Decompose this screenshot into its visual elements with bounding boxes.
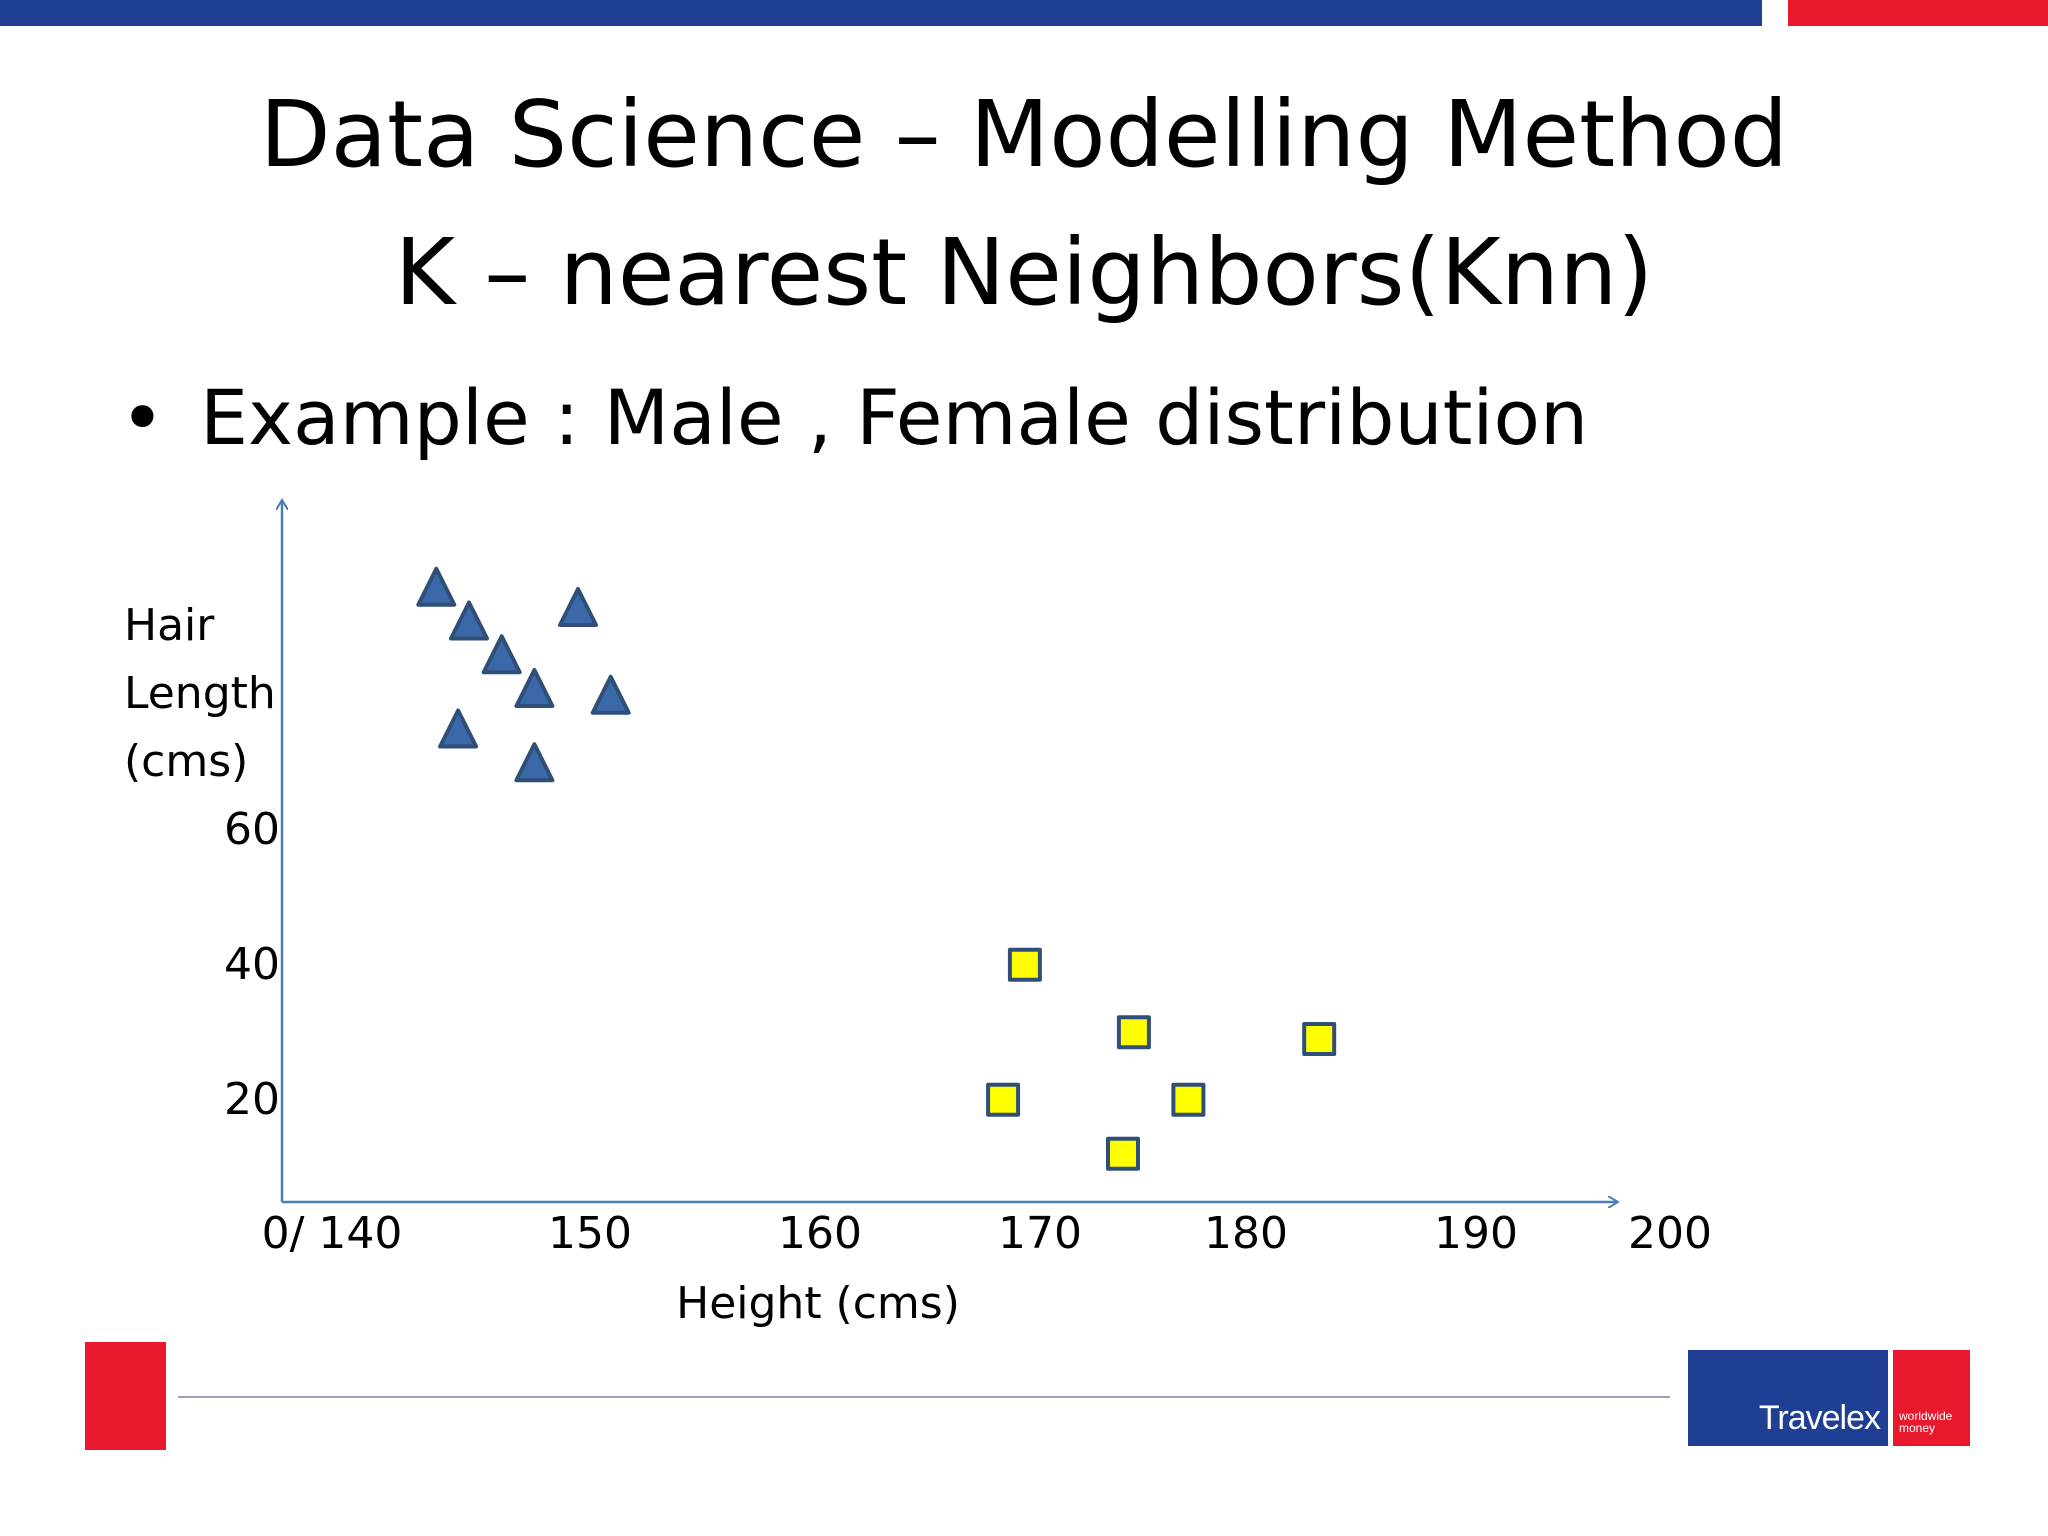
y-tick-label: 20	[224, 1074, 280, 1125]
top-blue-bar	[0, 0, 1762, 26]
y-axis-label-line: Length	[124, 668, 276, 719]
x-tick-label: 200	[1628, 1208, 1712, 1259]
y-tick-labels: 20 40 60	[224, 804, 280, 1125]
triangle-point	[438, 708, 479, 749]
title-line-1: Data Science – Modelling Method	[259, 81, 1789, 188]
square-point	[1106, 1136, 1140, 1171]
x-tick-label: 160	[778, 1208, 862, 1259]
y-axis-label-line: (cms)	[124, 736, 248, 787]
triangle-point	[481, 634, 522, 675]
triangle-point	[590, 674, 631, 715]
triangle-point	[416, 566, 457, 607]
logo-tagline: worldwide money	[1899, 1409, 1953, 1435]
x-tick-label: 190	[1434, 1208, 1518, 1259]
x-tick-labels: 0/ 140 150 160 170 180 190 200	[262, 1208, 1712, 1259]
slide-title: Data Science – Modelling Method K – near…	[0, 66, 2048, 342]
top-red-bar	[1788, 0, 2048, 26]
footer-red-block	[85, 1342, 166, 1450]
y-tick-label: 60	[224, 804, 280, 855]
square-point	[1007, 947, 1042, 982]
x-tick-label: 0/ 140	[262, 1208, 403, 1259]
x-axis-label: Height (cms)	[676, 1278, 960, 1329]
data-points	[416, 566, 1337, 1171]
logo-wordmark: Travelex	[1758, 1399, 1881, 1437]
square-point	[1116, 1015, 1151, 1050]
triangle-point	[449, 600, 489, 641]
bullet-marker: •	[120, 373, 165, 462]
bullet-text: Example : Male , Female distribution	[200, 373, 1589, 462]
square-point	[1171, 1082, 1206, 1117]
y-tick-label: 40	[224, 939, 280, 990]
title-line-2: K – nearest Neighbors(Knn)	[394, 219, 1654, 326]
x-tick-label: 180	[1204, 1208, 1288, 1259]
triangle-point	[514, 668, 555, 708]
bullet-item: • Example : Male , Female distribution	[120, 368, 1588, 468]
y-axis-label: Hair Length (cms)	[124, 600, 276, 787]
x-tick-label: 150	[548, 1208, 632, 1259]
x-tick-label: 170	[998, 1208, 1082, 1259]
travelex-logo: Travelex worldwide money	[1688, 1350, 1970, 1446]
triangle-point	[558, 587, 598, 627]
footer-divider	[178, 1396, 1670, 1398]
y-axis-label-line: Hair	[124, 600, 215, 651]
triangle-point	[514, 742, 555, 783]
square-point	[986, 1082, 1021, 1117]
square-point	[1302, 1022, 1337, 1056]
